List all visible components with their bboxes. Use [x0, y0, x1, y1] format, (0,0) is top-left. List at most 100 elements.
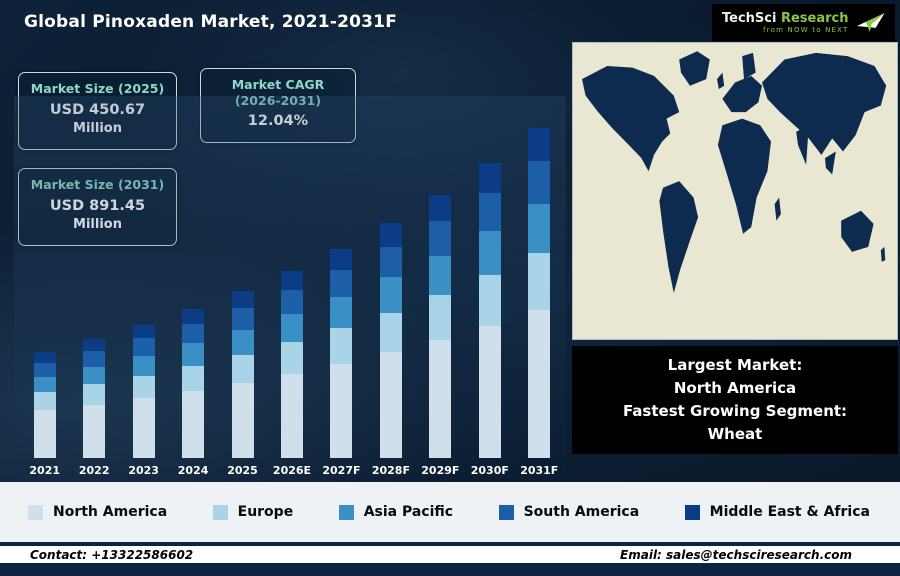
- contact-phone: Contact: +13322586602: [30, 547, 194, 562]
- bar-segment: [280, 373, 303, 458]
- market-cagr-box: Market CAGR (2026-2031) 12.04%: [200, 68, 356, 143]
- market-size-2031-value: USD 891.45: [25, 198, 170, 214]
- bar-segment: [231, 382, 254, 458]
- x-axis-label: 2025: [227, 464, 258, 477]
- bar-segment: [330, 363, 353, 458]
- legend-label: Asia Pacific: [363, 504, 454, 520]
- bar-column-2027F: 2027F: [317, 110, 366, 478]
- legend-item: North America: [28, 504, 167, 520]
- bar-segment: [528, 128, 551, 162]
- bar-segment: [478, 325, 501, 458]
- bar-segment: [478, 192, 501, 232]
- bar-column-2031F: 2031F: [515, 110, 564, 478]
- footer-bar: Contact: +13322586602 Email: sales@techs…: [0, 542, 900, 576]
- bar-segment: [280, 271, 303, 290]
- x-axis-label: 2023: [128, 464, 159, 477]
- world-map-panel: [572, 42, 898, 340]
- x-axis-label: 2026E: [272, 464, 312, 477]
- bar-segment: [132, 398, 155, 458]
- stacked-bar-2026E: [280, 271, 303, 458]
- logo-tagline: from NOW to NEXT: [763, 26, 849, 34]
- bar-segment: [231, 291, 254, 308]
- market-cagr-value: 12.04%: [207, 113, 349, 129]
- bar-segment: [379, 246, 402, 278]
- bar-segment: [83, 339, 106, 352]
- techsci-logo-name: TechSci Research: [722, 11, 849, 26]
- legend-item: Middle East & Africa: [684, 504, 870, 520]
- x-axis-label: 2022: [78, 464, 110, 477]
- stacked-bar-2022: [83, 339, 106, 458]
- footer-contact-strip: Contact: +13322586602 Email: sales@techs…: [0, 546, 900, 563]
- bar-column-2024: 2024: [168, 110, 217, 478]
- bar-segment: [33, 352, 56, 363]
- chart-legend: North America Europe Asia Pacific South Ame…: [0, 482, 900, 542]
- bar-segment: [429, 195, 452, 222]
- bar-segment: [280, 342, 303, 374]
- stacked-bar-2028F: [379, 223, 402, 458]
- bar-segment: [83, 351, 106, 367]
- legend-swatch: [498, 504, 514, 520]
- bar-segment: [379, 352, 402, 458]
- world-map: [573, 43, 897, 339]
- stacked-bar-2023: [132, 325, 155, 458]
- x-axis-label: 2030F: [470, 464, 509, 477]
- bars-container: 2021 2022 2023 2024 2025 2026E 2027F 2028F 2029F…: [18, 110, 566, 478]
- legend-item: Europe: [212, 504, 294, 520]
- bar-segment: [478, 275, 501, 326]
- bar-segment: [330, 296, 353, 329]
- bar-segment: [330, 269, 353, 297]
- bar-segment: [528, 309, 551, 458]
- bar-segment: [478, 163, 501, 193]
- callout-line-1: Largest Market:: [667, 355, 803, 374]
- x-axis-label: 2029F: [421, 464, 460, 477]
- bar-segment: [231, 329, 254, 355]
- legend-label: Europe: [237, 504, 294, 520]
- legend-swatch: [28, 504, 43, 520]
- bar-segment: [132, 355, 155, 376]
- contact-email: Email: sales@techsciresearch.com: [620, 547, 852, 562]
- x-axis-label: 2024: [177, 464, 209, 477]
- bar-segment: [528, 203, 551, 254]
- x-axis-label: 2031F: [520, 464, 559, 477]
- footer-bottom-stripe: [0, 563, 900, 576]
- callout-line-4: Wheat: [707, 425, 763, 444]
- callout-line-2: North America: [673, 378, 797, 397]
- bar-segment: [429, 255, 452, 296]
- bar-column-2028F: 2028F: [366, 110, 415, 478]
- legend-swatch: [684, 504, 700, 520]
- x-axis-label: 2027F: [322, 464, 361, 477]
- techsci-logo-text: TechSci Research from NOW to NEXT: [722, 11, 849, 34]
- bar-segment: [33, 376, 56, 393]
- bar-column-2030F: 2030F: [465, 110, 514, 478]
- bar-segment: [83, 404, 106, 458]
- bar-segment: [379, 312, 402, 353]
- bar-column-2023: 2023: [119, 110, 168, 478]
- bar-column-2021: 2021: [20, 110, 69, 478]
- page-title: Global Pinoxaden Market, 2021-2031F: [24, 12, 398, 32]
- legend-item: South America: [498, 504, 640, 520]
- bar-segment: [182, 343, 205, 366]
- legend-swatch: [338, 504, 354, 520]
- bar-segment: [132, 338, 155, 356]
- bar-segment: [132, 325, 155, 339]
- legend-item: Asia Pacific: [338, 504, 454, 520]
- bar-segment: [182, 309, 205, 325]
- stacked-bar-2029F: [429, 195, 452, 458]
- logo-part-research: Research: [776, 11, 849, 26]
- x-axis-label: 2028F: [371, 464, 410, 477]
- stacked-bar-2025: [231, 291, 254, 458]
- bar-segment: [379, 277, 402, 313]
- stacked-bar-chart: 2021 2022 2023 2024 2025 2026E 2027F 2028F 2029F…: [18, 110, 566, 478]
- market-size-2025-unit: Million: [25, 121, 170, 136]
- legend-label: Middle East & Africa: [709, 504, 870, 520]
- bar-segment: [379, 223, 402, 247]
- stacked-bar-2027F: [330, 248, 353, 458]
- bar-segment: [478, 231, 501, 276]
- bar-segment: [429, 295, 452, 340]
- market-size-2031-box: Market Size (2031) USD 891.45 Million: [18, 168, 177, 246]
- bar-segment: [33, 392, 56, 411]
- bar-segment: [429, 221, 452, 256]
- legend-swatch: [212, 504, 228, 520]
- legend-label: South America: [523, 504, 640, 520]
